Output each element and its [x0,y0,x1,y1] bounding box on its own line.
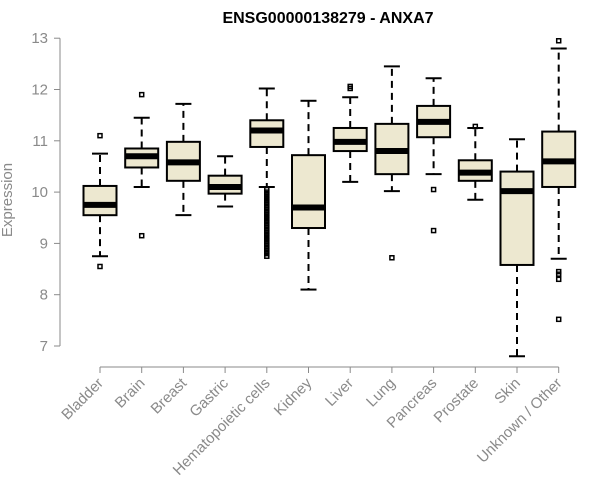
y-tick-label: 8 [40,287,48,304]
outlier-point [555,38,562,44]
outlier-point [347,83,353,90]
box-liver [332,83,368,183]
outlier-point [264,186,270,193]
x-tick-label: Prostate [431,375,483,427]
box-hematopoietic-cells [249,87,285,259]
outlier-point [430,186,437,193]
x-tick-label: Bladder [58,375,107,424]
box-skin [499,138,535,358]
y-tick-label: 7 [40,338,48,355]
box-brain [124,91,160,239]
outlier-point [389,255,395,261]
chart-title: ENSG00000138279 - ANXA7 [222,10,433,27]
y-tick-label: 13 [31,30,48,47]
y-tick-label: 9 [40,235,48,252]
outlier-point [472,123,479,130]
x-tick-label: Liver [322,375,357,410]
box-bladder [82,132,118,270]
x-tick-label: Breast [148,374,191,417]
iqr-box [249,119,285,148]
outlier-point [97,132,103,139]
y-tick-label: 11 [32,133,48,150]
box-pancreas [416,77,452,234]
outlier-point [138,91,145,98]
x-tick-label: Brain [112,375,149,412]
iqr-box [82,184,118,217]
box-lung [374,65,410,261]
box-prostate [457,123,493,201]
outlier-point [555,268,562,275]
y-tick-label: 10 [31,184,48,201]
outlier-point [97,263,103,270]
x-tick-label: Skin [491,375,524,408]
x-tick-label: Kidney [271,374,316,419]
y-tick-label: 12 [31,82,48,99]
y-axis: 7 8 9 10 11 12 13 [31,30,61,355]
iqr-box [291,154,326,230]
outlier-point [138,232,145,239]
box-kidney [291,99,326,291]
box-breast [165,102,201,217]
outlier-point [430,227,437,234]
x-tick-label: Lung [363,375,399,411]
boxes-group [82,38,577,358]
iqr-box [499,170,535,266]
box-unknown-other [541,38,577,323]
outlier-point [555,276,562,283]
box-gastric [207,155,243,208]
outlier-point [555,316,562,323]
y-axis-label: Expression [0,163,16,237]
